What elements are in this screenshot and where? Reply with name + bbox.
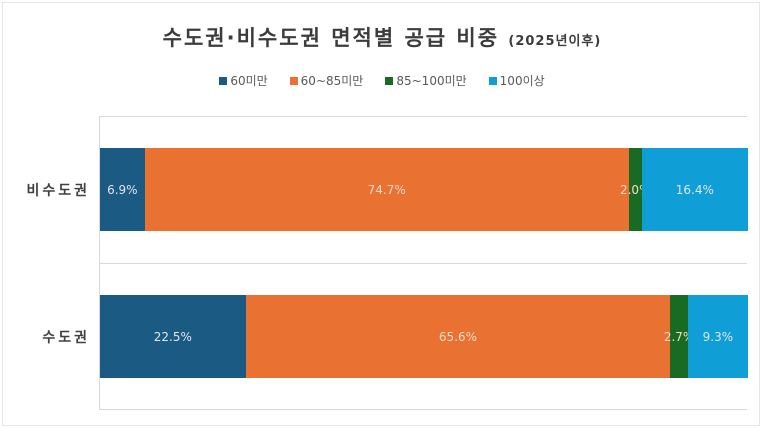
chart-legend: 60미만 60~85미만 85~100미만 100이상 [0,72,764,89]
bar-segment-85-100: 2.7% [664,295,694,378]
category-label-non-capital: 비수도권 [26,183,90,199]
chart-title: 수도권·비수도권 면적별 공급 비중 (2025년이후) [0,22,764,52]
legend-item-over-100: 100이상 [488,72,545,89]
plot-area: 6.9% 74.7% 2.0% 16.4% 22.5% 65.6% 2.7% 9… [99,116,748,410]
legend-label: 100이상 [499,74,545,88]
bar-segment-under-60: 22.5% [100,295,246,378]
legend-label: 85~100미만 [396,74,467,88]
chart-title-sub: (2025년이후) [508,34,602,49]
data-label: 2.7% [663,329,695,344]
bar-segment-60-85: 65.6% [245,295,671,378]
bar-capital: 22.5% 65.6% 2.7% 9.3% [100,295,748,378]
bar-segment-under-60: 6.9% [100,148,145,231]
data-label: 9.3% [702,329,734,344]
data-label: 6.9% [107,182,138,197]
bar-segment-over-100: 16.4% [641,148,748,231]
chart-title-main: 수도권·비수도권 면적별 공급 비중 [162,26,500,50]
legend-label: 60~85미만 [300,74,364,88]
legend-item-under-60: 60미만 [219,72,268,89]
bar-segment-over-100: 9.3% [687,295,748,378]
legend-swatch-icon [385,76,394,85]
data-label: 22.5% [153,329,192,344]
category-label-capital: 수도권 [42,330,90,346]
data-label: 65.6% [438,329,478,344]
bar-segment-60-85: 74.7% [144,148,629,231]
bar-segment-85-100: 2.0% [620,148,650,231]
data-label: 16.4% [675,182,714,197]
legend-item-85-100: 85~100미만 [385,72,467,89]
data-label: 74.7% [367,182,406,197]
bar-non-capital: 6.9% 74.7% 2.0% 16.4% [100,148,748,231]
legend-swatch-icon [289,76,298,85]
category-divider [100,263,747,264]
legend-label: 60미만 [230,74,268,88]
legend-swatch-icon [488,76,497,85]
legend-item-60-85: 60~85미만 [289,72,364,89]
legend-swatch-icon [219,76,228,85]
